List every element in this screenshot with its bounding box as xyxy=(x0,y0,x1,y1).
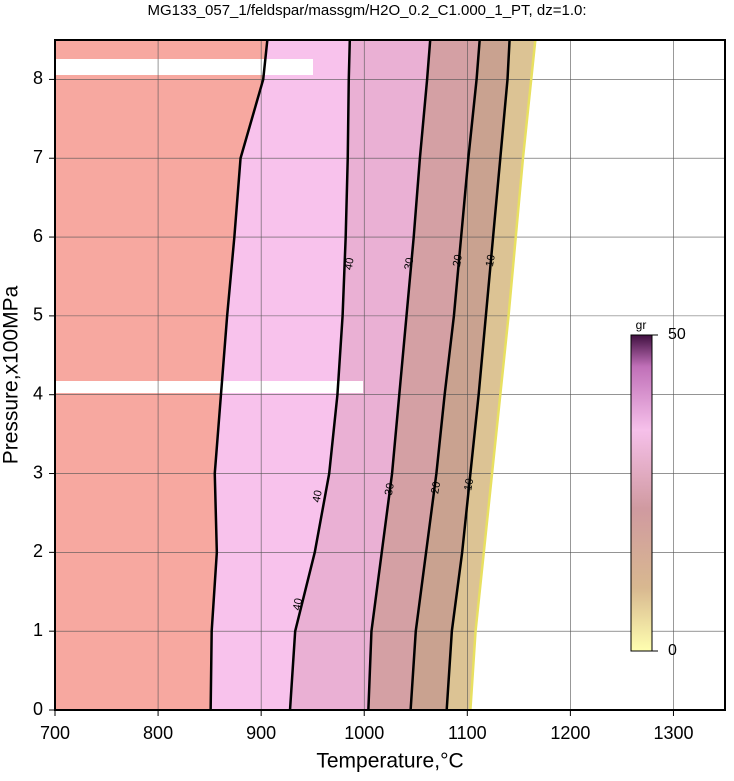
x-tick-label: 1100 xyxy=(448,723,487,743)
contour-line xyxy=(409,40,481,710)
contour-label: 40 xyxy=(311,489,325,503)
y-axis-label: Pressure,x100MPa xyxy=(0,285,23,464)
chart-title: MG133_057_1/feldspar/massgm/H2O_0.2_C1.0… xyxy=(147,2,586,19)
colorbar-tick-label: 50 xyxy=(668,326,686,343)
axes: 700 800 900 1000 1100 1200 1300 0 1 2 3 4 5 6 7 8 xyxy=(33,68,694,743)
y-tick-label: 8 xyxy=(33,68,43,88)
mask-bar xyxy=(55,381,363,393)
colorbar-tick-label: 0 xyxy=(668,642,677,659)
colorbar xyxy=(630,334,653,652)
colorbar-ticks: 0 50 xyxy=(652,326,686,659)
contour-line xyxy=(209,40,269,710)
y-tick-label: 6 xyxy=(33,226,43,246)
band xyxy=(446,40,536,710)
contour-label: 20 xyxy=(451,254,465,268)
y-tick-label: 7 xyxy=(33,147,43,167)
contour-lines: 40 40 40 30 30 20 20 10 10 xyxy=(209,40,537,710)
contour-label: 10 xyxy=(462,477,476,491)
contour-label: 20 xyxy=(429,481,443,495)
x-tick-label: 900 xyxy=(246,723,276,743)
bands xyxy=(55,40,725,710)
contour-label: 40 xyxy=(291,597,305,611)
band xyxy=(290,40,431,710)
contour-line xyxy=(469,40,537,710)
contour-label: 30 xyxy=(403,257,417,271)
x-tick-label: 700 xyxy=(40,723,70,743)
colorbar-label: gr xyxy=(636,318,647,332)
contour-label: 30 xyxy=(383,482,397,496)
x-tick-label: 1000 xyxy=(344,723,384,743)
band xyxy=(55,40,268,710)
contour-label: 10 xyxy=(484,254,498,268)
x-tick-label: 1300 xyxy=(653,723,693,743)
contour-label: 40 xyxy=(343,257,357,271)
x-tick-label: 1200 xyxy=(550,723,590,743)
y-tick-label: 2 xyxy=(33,541,43,561)
y-tick-label: 5 xyxy=(33,305,43,325)
contour-line xyxy=(288,40,352,710)
y-tick-label: 3 xyxy=(33,462,43,482)
x-tick-label: 800 xyxy=(143,723,173,743)
y-tick-label: 4 xyxy=(33,383,43,403)
band xyxy=(210,40,350,710)
band xyxy=(368,40,480,710)
contour-line xyxy=(445,40,511,710)
y-tick-label: 1 xyxy=(33,620,43,640)
mask-bar xyxy=(55,59,313,75)
y-tick-label: 0 xyxy=(33,699,43,719)
x-axis-label: Temperature,°C xyxy=(316,750,463,773)
frame xyxy=(54,39,726,711)
contour-line xyxy=(367,40,432,710)
band xyxy=(410,40,510,710)
